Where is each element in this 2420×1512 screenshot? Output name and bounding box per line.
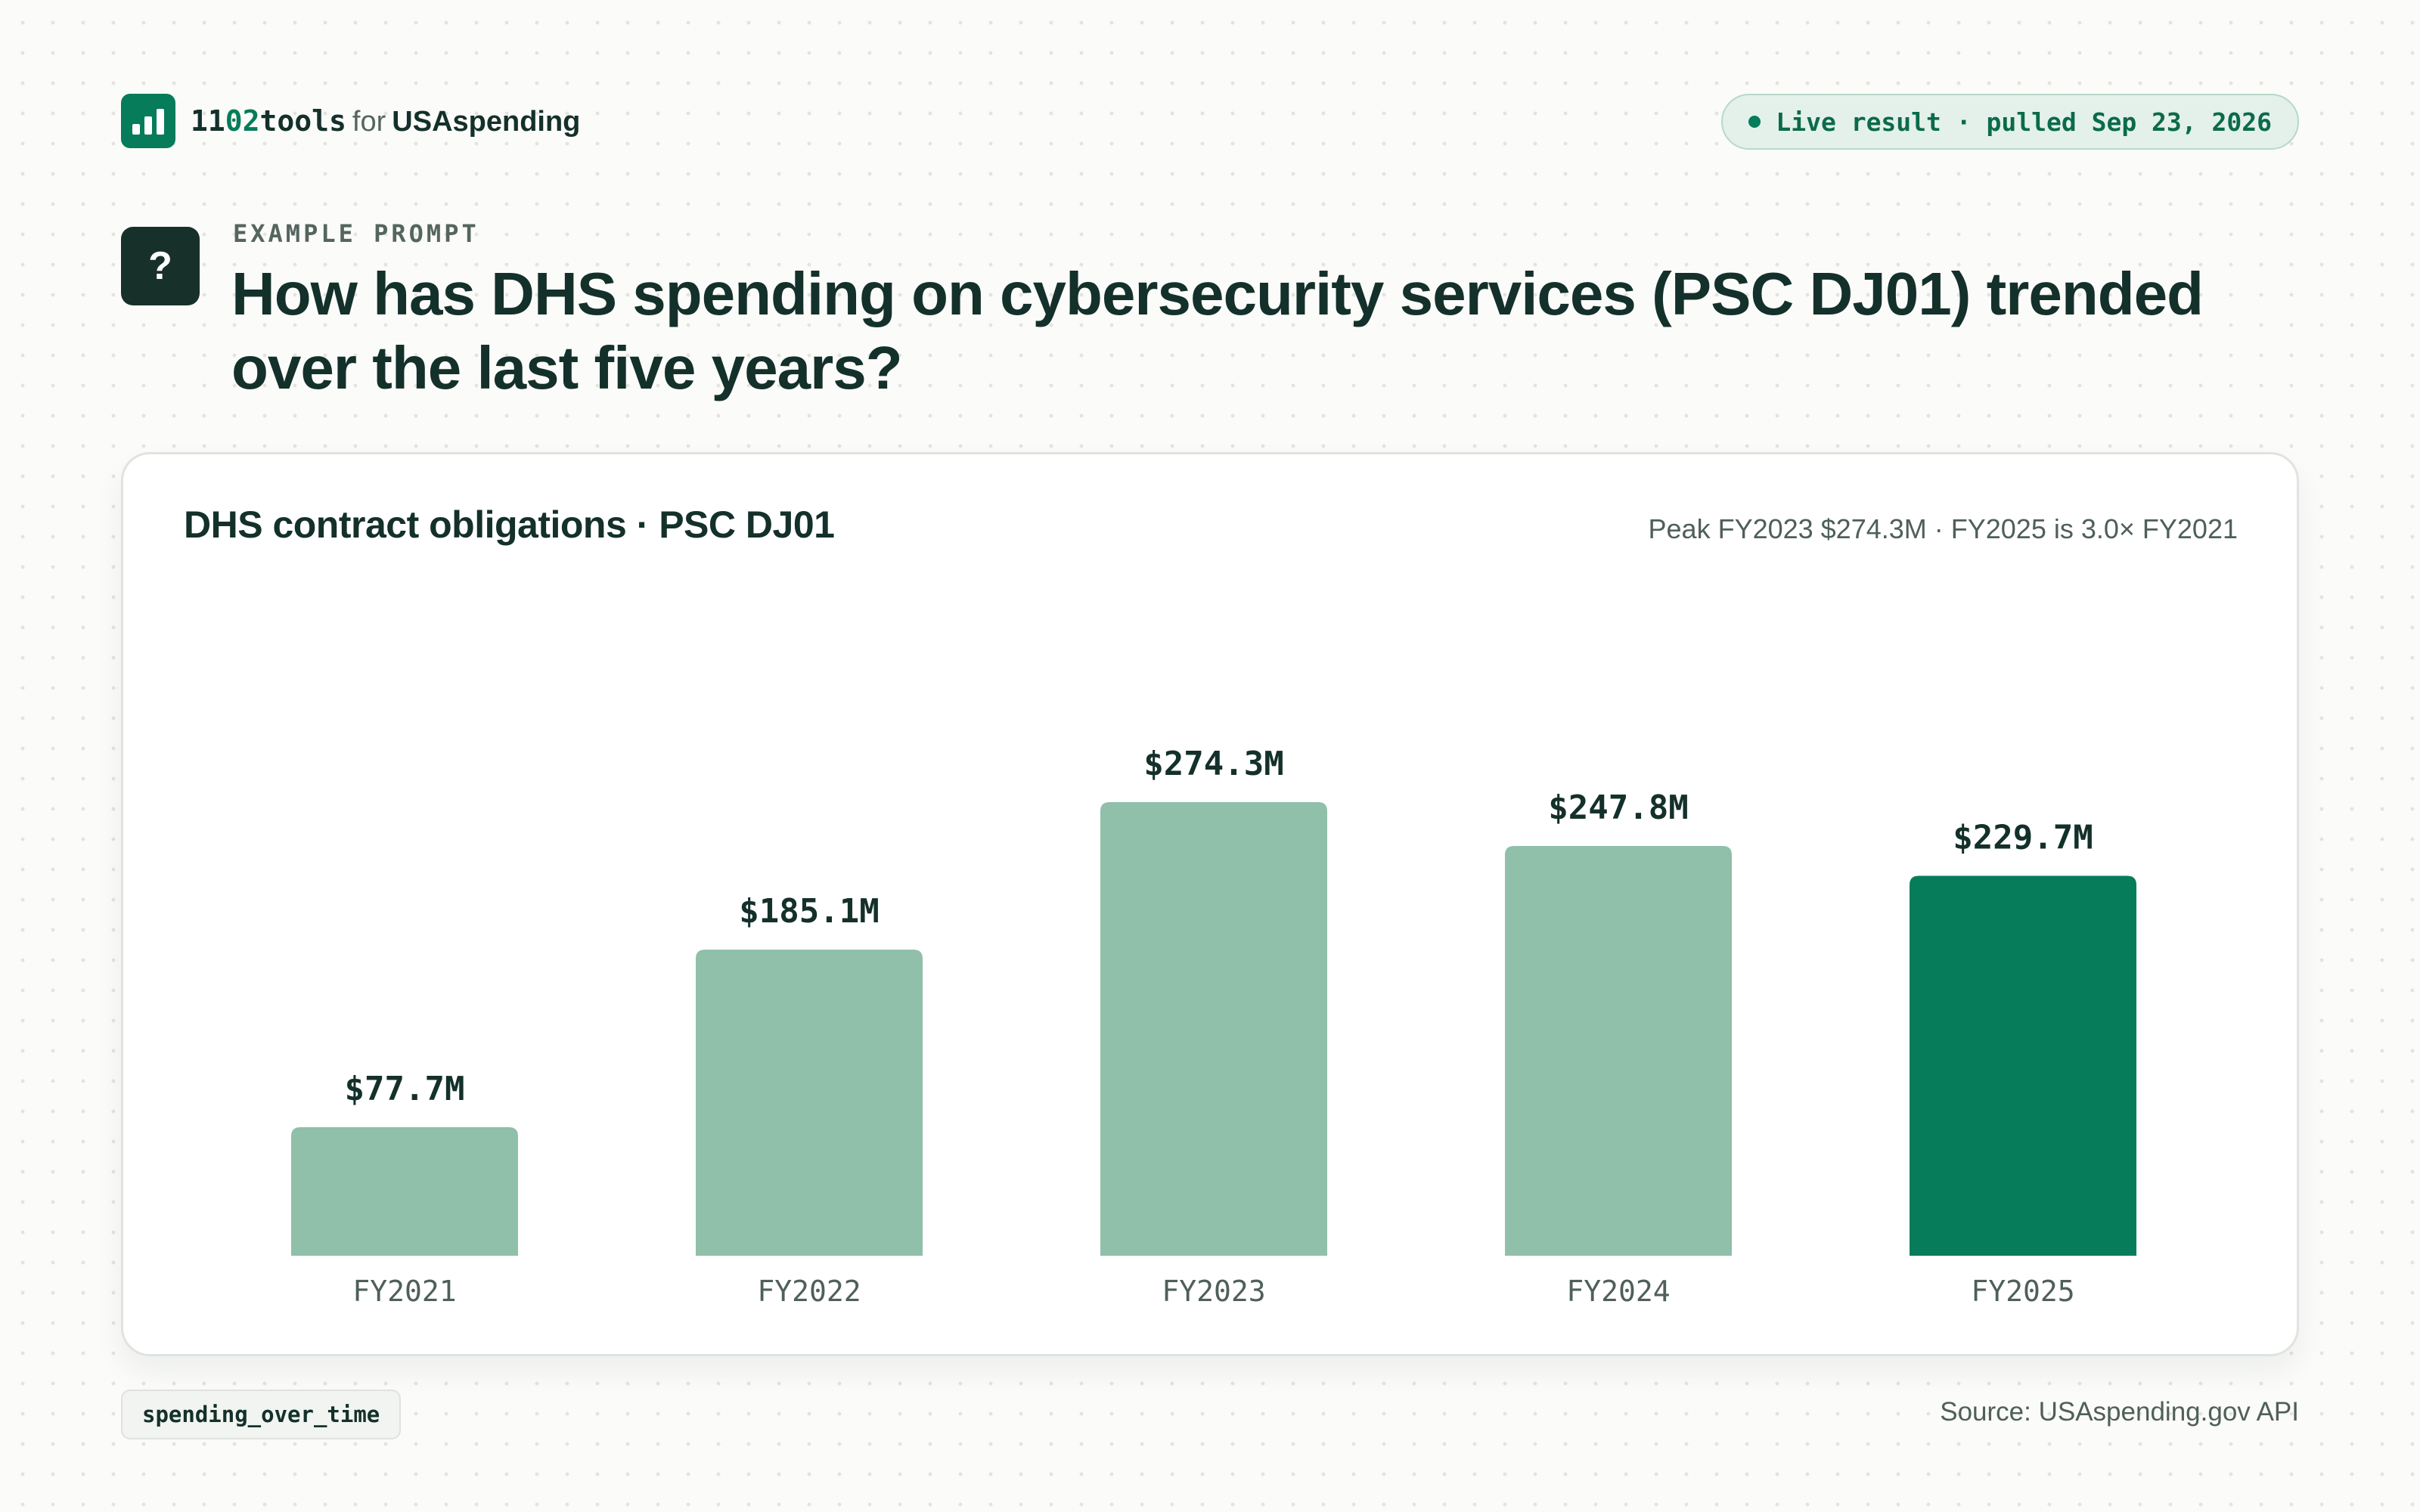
category-label-fy2025: FY2025: [1971, 1275, 2074, 1308]
tool-name-chip: spending_over_time: [121, 1390, 402, 1439]
brand-name: 1102tools for USAspending: [191, 104, 580, 138]
bar-fy2023: [1100, 802, 1327, 1256]
value-label-fy2023: $274.3M: [1143, 745, 1283, 783]
category-label-fy2024: FY2024: [1566, 1275, 1670, 1308]
live-status-badge: Live result · pulled Sep 23, 2026: [1721, 94, 2299, 150]
value-label-fy2024: $247.8M: [1548, 789, 1688, 827]
source-note: Source: USAspending.gov API: [1940, 1397, 2299, 1427]
bar-fy2025: [1910, 875, 2136, 1256]
brand-target: USAspending: [392, 105, 581, 138]
status-text: Live result · pulled Sep 23, 2026: [1776, 107, 2272, 137]
value-label-fy2022: $185.1M: [739, 892, 879, 931]
question-mark-icon: ?: [121, 227, 200, 305]
bar-fy2024: [1505, 845, 1732, 1256]
category-label-fy2021: FY2021: [352, 1275, 456, 1308]
value-label-fy2025: $229.7M: [1953, 819, 2093, 857]
bar-chart-icon: [121, 94, 175, 148]
brand-suffix: tools: [259, 104, 346, 138]
brand-prefix: 11: [191, 104, 225, 138]
chart-subtitle: Peak FY2023 $274.3M · FY2025 is 3.0× FY2…: [1648, 513, 2238, 544]
value-label-fy2021: $77.7M: [345, 1070, 465, 1108]
status-dot-icon: [1748, 116, 1761, 128]
prompt-eyebrow: EXAMPLE PROMPT: [233, 219, 479, 248]
category-label-fy2022: FY2022: [757, 1275, 861, 1308]
bar-chart: $77.7M FY2021 $185.1M FY2022 $274.3M FY2023 $2…: [291, 745, 2136, 1308]
brand-accent: 02: [225, 104, 260, 138]
brand-for: for: [352, 105, 386, 138]
brand-header: 1102tools for USAspending: [121, 92, 580, 150]
bar-fy2021: [291, 1127, 518, 1256]
chart-title: DHS contract obligations · PSC DJ01: [184, 503, 835, 546]
category-label-fy2023: FY2023: [1162, 1275, 1265, 1308]
prompt-question: How has DHS spending on cybersecurity se…: [231, 260, 2204, 401]
bar-fy2022: [696, 950, 923, 1256]
chart-card: DHS contract obligations · PSC DJ01 Peak…: [121, 452, 2299, 1356]
